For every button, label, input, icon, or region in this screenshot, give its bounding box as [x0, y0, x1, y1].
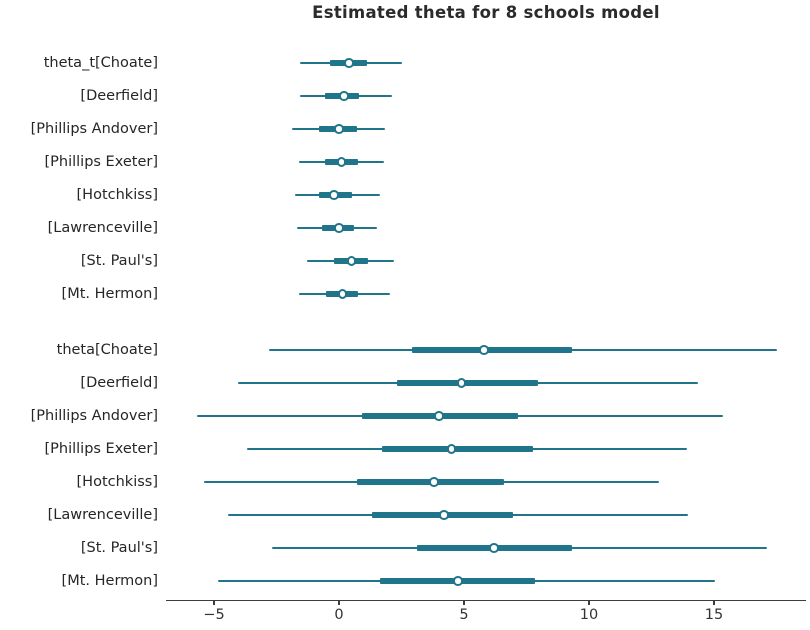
x-tick-label: 10	[579, 606, 599, 623]
median-dot	[434, 411, 444, 421]
y-axis-label: theta[Choate]	[56, 342, 158, 358]
y-axis-label: theta_t[Choate]	[43, 55, 158, 71]
y-axis-label: [Phillips Exeter]	[44, 441, 158, 457]
median-dot	[446, 444, 457, 454]
median-dot	[489, 543, 499, 553]
x-tick-label: 15	[704, 606, 724, 623]
y-axis-label: [Deerfield]	[80, 88, 158, 104]
x-tick	[338, 600, 340, 605]
median-dot	[336, 157, 347, 167]
iqr-line	[381, 446, 533, 452]
y-axis-label: [Phillips Andover]	[30, 408, 158, 424]
median-dot	[334, 223, 344, 233]
median-dot	[453, 576, 463, 586]
iqr-line	[411, 347, 572, 353]
x-tick-label: 5	[459, 606, 469, 623]
median-dot	[346, 256, 357, 266]
median-dot	[344, 58, 354, 68]
y-axis-label: [Mt. Hermon]	[61, 573, 158, 589]
median-dot	[479, 345, 489, 355]
y-axis-label: [Phillips Exeter]	[44, 154, 158, 170]
y-axis-label: [Hotchkiss]	[76, 187, 158, 203]
y-axis-label: [St. Paul's]	[80, 540, 158, 556]
median-dot	[429, 477, 439, 487]
median-dot	[456, 378, 467, 388]
x-tick	[588, 600, 590, 605]
x-tick-label: 0	[334, 606, 344, 623]
iqr-line	[396, 380, 538, 386]
median-dot	[334, 124, 344, 134]
y-axis-label: [Lawrenceville]	[47, 507, 158, 523]
median-dot	[329, 190, 339, 200]
x-tick	[213, 600, 215, 605]
x-tick	[463, 600, 465, 605]
y-axis-label: [Deerfield]	[80, 375, 158, 391]
median-dot	[439, 510, 449, 520]
y-axis-label: [St. Paul's]	[80, 253, 158, 269]
y-axis-label: [Phillips Andover]	[30, 121, 158, 137]
y-axis-label: [Lawrenceville]	[47, 220, 158, 236]
x-axis-line	[166, 599, 806, 601]
median-dot	[337, 289, 347, 299]
median-dot	[339, 91, 349, 101]
chart-title: Estimated theta for 8 schools model	[312, 3, 660, 22]
y-axis-label: [Mt. Hermon]	[61, 286, 158, 302]
x-tick-label: −5	[203, 606, 225, 623]
x-tick	[713, 600, 715, 605]
y-axis-label: [Hotchkiss]	[76, 474, 158, 490]
